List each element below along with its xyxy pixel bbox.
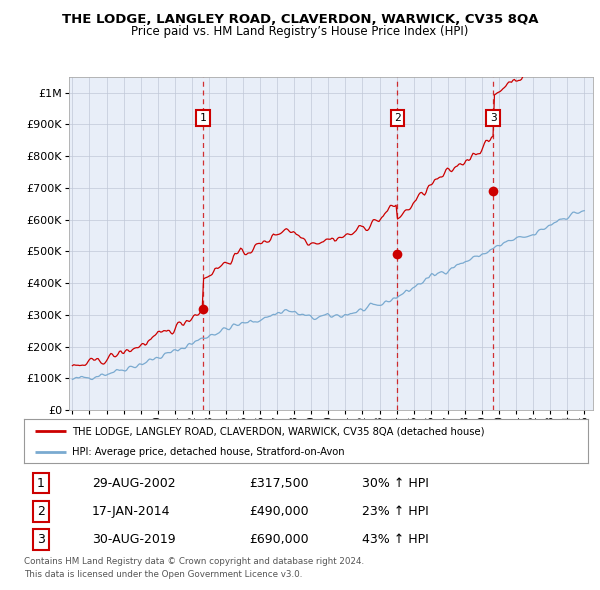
Text: 17-JAN-2014: 17-JAN-2014 [92,505,170,518]
Text: This data is licensed under the Open Government Licence v3.0.: This data is licensed under the Open Gov… [24,570,302,579]
Text: Contains HM Land Registry data © Crown copyright and database right 2024.: Contains HM Land Registry data © Crown c… [24,557,364,566]
Text: 30% ↑ HPI: 30% ↑ HPI [362,477,429,490]
Text: 29-AUG-2002: 29-AUG-2002 [92,477,175,490]
Text: THE LODGE, LANGLEY ROAD, CLAVERDON, WARWICK, CV35 8QA (detached house): THE LODGE, LANGLEY ROAD, CLAVERDON, WARW… [72,427,484,436]
Text: £690,000: £690,000 [250,533,309,546]
Text: Price paid vs. HM Land Registry’s House Price Index (HPI): Price paid vs. HM Land Registry’s House … [131,25,469,38]
Text: 1: 1 [200,113,206,123]
Text: 3: 3 [490,113,497,123]
Text: HPI: Average price, detached house, Stratford-on-Avon: HPI: Average price, detached house, Stra… [72,447,344,457]
Text: 23% ↑ HPI: 23% ↑ HPI [362,505,429,518]
Text: 30-AUG-2019: 30-AUG-2019 [92,533,175,546]
Text: 1: 1 [37,477,45,490]
Text: 3: 3 [37,533,45,546]
Text: THE LODGE, LANGLEY ROAD, CLAVERDON, WARWICK, CV35 8QA: THE LODGE, LANGLEY ROAD, CLAVERDON, WARW… [62,13,538,26]
Text: 43% ↑ HPI: 43% ↑ HPI [362,533,429,546]
Text: 2: 2 [37,505,45,518]
Text: £317,500: £317,500 [250,477,309,490]
Text: £490,000: £490,000 [250,505,309,518]
Text: 2: 2 [394,113,401,123]
